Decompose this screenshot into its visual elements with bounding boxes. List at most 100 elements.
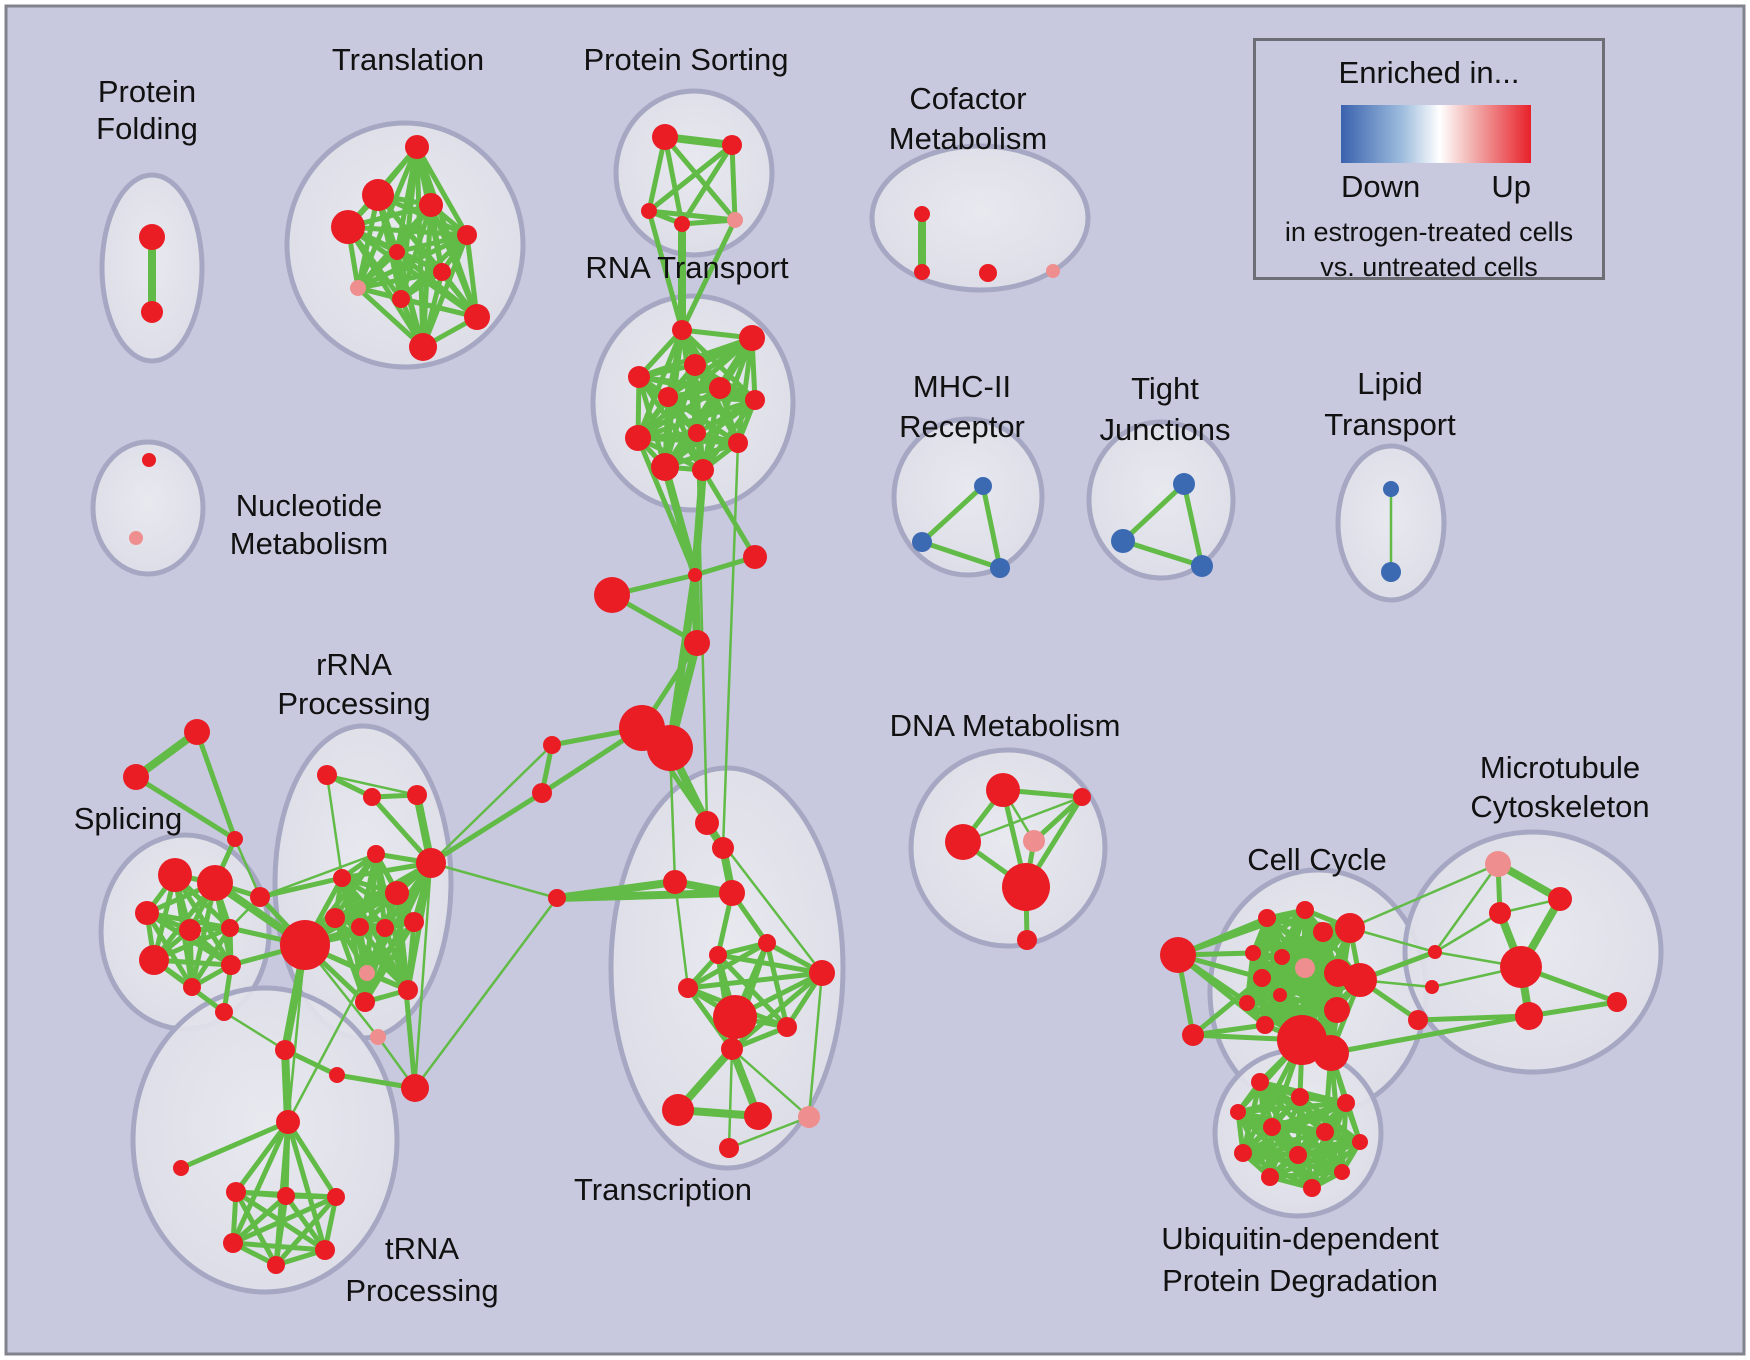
node-hub2[interactable]: [647, 725, 693, 771]
node-tx3[interactable]: [663, 870, 687, 894]
node-tr2[interactable]: [173, 1160, 189, 1176]
node-mt6[interactable]: [1408, 1010, 1428, 1030]
node-sp6[interactable]: [135, 901, 159, 925]
node-cn2[interactable]: [743, 545, 767, 569]
node-mt5[interactable]: [1425, 980, 1439, 994]
node-tx16[interactable]: [719, 1138, 739, 1158]
node-tr7[interactable]: [315, 1240, 335, 1260]
node-lp2[interactable]: [1381, 562, 1401, 582]
node-tx5[interactable]: [548, 889, 566, 907]
node-pf1[interactable]: [139, 224, 165, 250]
node-rr7[interactable]: [385, 881, 409, 905]
node-rt11[interactable]: [651, 453, 679, 481]
node-sp4[interactable]: [158, 858, 192, 892]
node-rt9[interactable]: [625, 425, 651, 451]
node-cc13[interactable]: [1239, 995, 1255, 1011]
node-sp7[interactable]: [179, 919, 201, 941]
node-rr3[interactable]: [407, 785, 427, 805]
node-rr13[interactable]: [359, 965, 375, 981]
node-rr1[interactable]: [317, 765, 337, 785]
node-tx15[interactable]: [798, 1106, 820, 1128]
node-tx1[interactable]: [695, 811, 719, 835]
node-mt1[interactable]: [1485, 851, 1511, 877]
node-tx9[interactable]: [678, 978, 698, 998]
node-tl1[interactable]: [405, 135, 429, 159]
node-sp3[interactable]: [227, 831, 243, 847]
node-ps3[interactable]: [641, 203, 657, 219]
node-cf1[interactable]: [914, 206, 930, 222]
node-cc2[interactable]: [1182, 1024, 1204, 1046]
node-nm1[interactable]: [142, 453, 156, 467]
node-rr14[interactable]: [398, 980, 418, 1000]
node-cc17[interactable]: [1313, 1035, 1349, 1071]
node-pf2[interactable]: [141, 301, 163, 323]
node-tx12[interactable]: [721, 1038, 743, 1060]
node-tx10[interactable]: [713, 995, 757, 1039]
node-dn5[interactable]: [1002, 863, 1050, 911]
node-cc15[interactable]: [1256, 1016, 1274, 1034]
node-rt12[interactable]: [692, 459, 714, 481]
node-ub12[interactable]: [1303, 1179, 1321, 1197]
node-tx14[interactable]: [744, 1102, 772, 1130]
node-ub9[interactable]: [1289, 1146, 1307, 1164]
node-cc6[interactable]: [1335, 913, 1365, 943]
node-sp9[interactable]: [139, 945, 169, 975]
node-rr20[interactable]: [250, 887, 270, 907]
node-tr5[interactable]: [327, 1188, 345, 1206]
node-tj3[interactable]: [1191, 555, 1213, 577]
node-ub5[interactable]: [1263, 1118, 1281, 1136]
node-tx6[interactable]: [709, 946, 727, 964]
node-dn4[interactable]: [1023, 830, 1045, 852]
node-tx4[interactable]: [719, 880, 745, 906]
node-tx7[interactable]: [758, 934, 776, 952]
node-sp8[interactable]: [221, 919, 239, 937]
node-rt7[interactable]: [745, 390, 765, 410]
node-cf2[interactable]: [914, 264, 930, 280]
node-tl6[interactable]: [389, 244, 405, 260]
node-cc5[interactable]: [1313, 922, 1333, 942]
node-rr9[interactable]: [351, 918, 369, 936]
node-ub2[interactable]: [1291, 1088, 1309, 1106]
node-sp1[interactable]: [184, 719, 210, 745]
node-mt9[interactable]: [1607, 992, 1627, 1012]
node-tl5[interactable]: [457, 225, 477, 245]
node-rr11[interactable]: [404, 912, 424, 932]
node-cn1[interactable]: [688, 568, 702, 582]
node-tr6[interactable]: [223, 1233, 243, 1253]
node-ub3[interactable]: [1337, 1094, 1355, 1112]
node-rt3[interactable]: [684, 354, 706, 376]
node-dn2[interactable]: [1073, 788, 1091, 806]
node-tl11[interactable]: [409, 333, 437, 361]
node-tr8[interactable]: [267, 1256, 285, 1274]
node-mh3[interactable]: [990, 558, 1010, 578]
node-cf3[interactable]: [979, 264, 997, 282]
node-sp12[interactable]: [215, 1003, 233, 1021]
node-cn6[interactable]: [532, 783, 552, 803]
node-mt7[interactable]: [1500, 946, 1542, 988]
node-tr1[interactable]: [276, 1110, 300, 1134]
node-cn4[interactable]: [684, 630, 710, 656]
node-tx11[interactable]: [777, 1017, 797, 1037]
node-rr17[interactable]: [275, 1040, 295, 1060]
node-rr10[interactable]: [376, 919, 394, 937]
node-ub7[interactable]: [1352, 1134, 1368, 1150]
node-ps1[interactable]: [652, 124, 678, 150]
node-cc12[interactable]: [1253, 969, 1271, 987]
node-rt2[interactable]: [739, 325, 765, 351]
node-rr15[interactable]: [355, 992, 375, 1012]
node-tj2[interactable]: [1111, 529, 1135, 553]
node-sp11[interactable]: [183, 978, 201, 996]
node-mt8[interactable]: [1515, 1002, 1543, 1030]
node-tx2[interactable]: [712, 837, 734, 859]
node-cf4[interactable]: [1046, 264, 1060, 278]
node-tx8[interactable]: [809, 960, 835, 986]
node-rr16[interactable]: [370, 1029, 386, 1045]
node-rr8[interactable]: [325, 908, 345, 928]
node-ps2[interactable]: [722, 135, 742, 155]
node-tl2[interactable]: [362, 179, 394, 211]
node-tl8[interactable]: [350, 280, 366, 296]
node-mt4[interactable]: [1428, 945, 1442, 959]
node-tl4[interactable]: [331, 210, 365, 244]
node-cn5[interactable]: [543, 736, 561, 754]
node-cc11[interactable]: [1343, 963, 1377, 997]
